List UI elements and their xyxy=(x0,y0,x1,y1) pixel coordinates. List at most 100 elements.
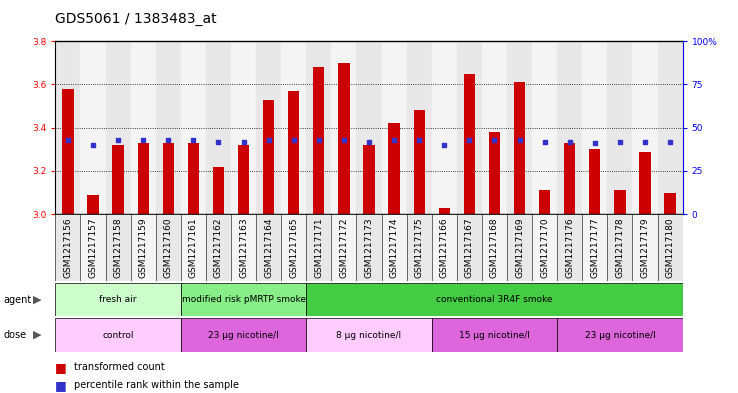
Text: GSM1217176: GSM1217176 xyxy=(565,218,574,278)
Bar xyxy=(457,41,482,214)
Bar xyxy=(557,41,582,214)
Text: GDS5061 / 1383483_at: GDS5061 / 1383483_at xyxy=(55,12,217,26)
Bar xyxy=(55,214,80,281)
Bar xyxy=(55,318,181,352)
Text: GSM1217169: GSM1217169 xyxy=(515,218,524,278)
Bar xyxy=(614,191,626,214)
Text: GSM1217157: GSM1217157 xyxy=(89,218,97,278)
Text: GSM1217173: GSM1217173 xyxy=(365,218,373,278)
Text: GSM1217156: GSM1217156 xyxy=(63,218,72,278)
Point xyxy=(112,137,124,143)
Bar xyxy=(457,214,482,281)
Bar xyxy=(313,67,325,214)
Bar xyxy=(658,214,683,281)
Bar xyxy=(438,208,450,214)
Bar xyxy=(482,41,507,214)
Bar xyxy=(55,41,80,214)
Bar xyxy=(281,214,306,281)
Bar xyxy=(206,41,231,214)
Point xyxy=(187,137,199,143)
Bar xyxy=(55,283,181,316)
Bar xyxy=(181,283,306,316)
Bar xyxy=(156,214,181,281)
Bar xyxy=(256,41,281,214)
Bar xyxy=(482,214,507,281)
Text: ▶: ▶ xyxy=(32,295,41,305)
Bar xyxy=(388,123,400,214)
Text: dose: dose xyxy=(4,330,27,340)
Bar xyxy=(589,149,601,214)
Bar xyxy=(557,214,582,281)
Text: GSM1217164: GSM1217164 xyxy=(264,218,273,278)
Point xyxy=(614,138,626,145)
Bar xyxy=(87,195,99,214)
Bar xyxy=(356,41,382,214)
Bar xyxy=(557,318,683,352)
Bar xyxy=(162,143,174,214)
Point xyxy=(589,140,601,147)
Bar xyxy=(181,41,206,214)
Bar xyxy=(658,41,683,214)
Bar xyxy=(306,41,331,214)
Text: transformed count: transformed count xyxy=(74,362,165,373)
Point xyxy=(213,138,224,145)
Point xyxy=(338,137,350,143)
Text: GSM1217177: GSM1217177 xyxy=(590,218,599,278)
Point xyxy=(288,137,300,143)
Text: ■: ■ xyxy=(55,378,67,392)
Bar xyxy=(156,41,181,214)
Bar xyxy=(664,193,676,214)
Text: control: control xyxy=(103,331,134,340)
Text: GSM1217180: GSM1217180 xyxy=(666,218,675,278)
Bar xyxy=(231,214,256,281)
Bar xyxy=(432,214,457,281)
Bar xyxy=(632,41,658,214)
Bar xyxy=(131,214,156,281)
Bar xyxy=(238,145,249,214)
Bar xyxy=(514,82,525,214)
Bar xyxy=(106,41,131,214)
Text: GSM1217158: GSM1217158 xyxy=(114,218,123,278)
Bar xyxy=(413,110,425,214)
Bar xyxy=(407,41,432,214)
Point xyxy=(388,137,400,143)
Bar xyxy=(137,143,149,214)
Text: GSM1217174: GSM1217174 xyxy=(390,218,399,278)
Bar xyxy=(639,151,651,214)
Bar xyxy=(62,89,74,214)
Text: percentile rank within the sample: percentile rank within the sample xyxy=(74,380,239,390)
Point xyxy=(664,138,676,145)
Bar xyxy=(382,41,407,214)
Bar xyxy=(489,132,500,214)
Bar xyxy=(407,214,432,281)
Bar xyxy=(263,99,275,214)
Bar xyxy=(131,41,156,214)
Text: GSM1217166: GSM1217166 xyxy=(440,218,449,278)
Text: GSM1217165: GSM1217165 xyxy=(289,218,298,278)
Point xyxy=(62,137,74,143)
Text: 23 µg nicotine/l: 23 µg nicotine/l xyxy=(208,331,279,340)
Bar xyxy=(187,143,199,214)
Bar xyxy=(231,41,256,214)
Text: GSM1217178: GSM1217178 xyxy=(615,218,624,278)
Text: 8 µg nicotine/l: 8 µg nicotine/l xyxy=(337,331,401,340)
Text: ■: ■ xyxy=(55,361,67,374)
Bar xyxy=(281,41,306,214)
Text: 23 µg nicotine/l: 23 µg nicotine/l xyxy=(584,331,655,340)
Point xyxy=(313,137,325,143)
Point xyxy=(363,138,375,145)
Text: GSM1217175: GSM1217175 xyxy=(415,218,424,278)
Text: GSM1217159: GSM1217159 xyxy=(139,218,148,278)
Bar xyxy=(539,191,551,214)
Bar xyxy=(532,214,557,281)
Text: GSM1217160: GSM1217160 xyxy=(164,218,173,278)
Bar xyxy=(607,214,632,281)
Bar xyxy=(181,214,206,281)
Text: modified risk pMRTP smoke: modified risk pMRTP smoke xyxy=(182,295,306,304)
Bar xyxy=(507,214,532,281)
Text: GSM1217167: GSM1217167 xyxy=(465,218,474,278)
Bar xyxy=(206,214,231,281)
Text: GSM1217172: GSM1217172 xyxy=(339,218,348,278)
Text: ▶: ▶ xyxy=(32,330,41,340)
Text: fresh air: fresh air xyxy=(100,295,137,304)
